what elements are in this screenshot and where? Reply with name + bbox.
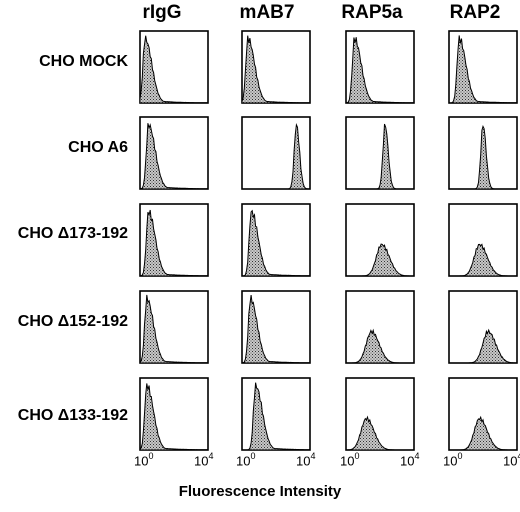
histogram-r0-c2 [345,37,415,104]
histogram-r2-c1 [242,209,311,277]
histogram-r4-c1 [242,382,311,451]
histogram-r4-c3 [449,415,517,451]
column-label-rap5a: RAP5a [341,2,403,23]
histogram-r4-c2 [346,415,414,451]
histogram-r2-c3 [449,243,517,277]
row-label-cho-d152: CHO Δ152-192 [17,313,128,330]
histogram-r3-c0 [139,294,209,364]
column-label-mab7: mAB7 [239,2,295,23]
tick-label-min-c3: 100 [443,451,463,469]
histogram-r1-c1 [242,122,310,190]
tick-label-min-c1: 100 [236,451,256,469]
tick-label-max-c0: 104 [194,451,214,469]
panel-frame-r1-c2 [345,116,415,190]
tick-label-max-c2: 104 [400,451,420,469]
row-label-cho-d173: CHO Δ173-192 [17,225,128,242]
histogram-r1-c2 [346,123,414,190]
histogram-r0-c3 [449,35,518,104]
column-label-rigg: rIgG [142,2,182,23]
histogram-r3-c3 [449,328,517,364]
histogram-r1-c0 [139,123,209,190]
tick-label-min-c0: 100 [134,451,154,469]
histogram-r3-c2 [346,328,414,364]
tick-label-max-c1: 104 [296,451,316,469]
histogram-r0-c0 [139,35,209,104]
histogram-r1-c3 [449,124,517,190]
column-label-rap2: RAP2 [449,2,501,23]
row-label-cho-mock: CHO MOCK [39,53,128,70]
x-axis-title: Fluorescence Intensity [178,483,342,500]
row-label-cho-d133: CHO Δ133-192 [17,407,128,424]
tick-label-max-c3: 104 [503,451,520,469]
histogram-r3-c1 [241,295,311,364]
histogram-r0-c1 [241,35,311,104]
tick-label-min-c2: 100 [340,451,360,469]
row-label-cho-a6: CHO A6 [68,139,128,156]
histogram-r2-c2 [346,243,414,277]
panel-frame-r4-c2 [345,377,415,451]
histogram-r2-c0 [139,209,209,277]
histogram-r4-c0 [139,383,209,451]
